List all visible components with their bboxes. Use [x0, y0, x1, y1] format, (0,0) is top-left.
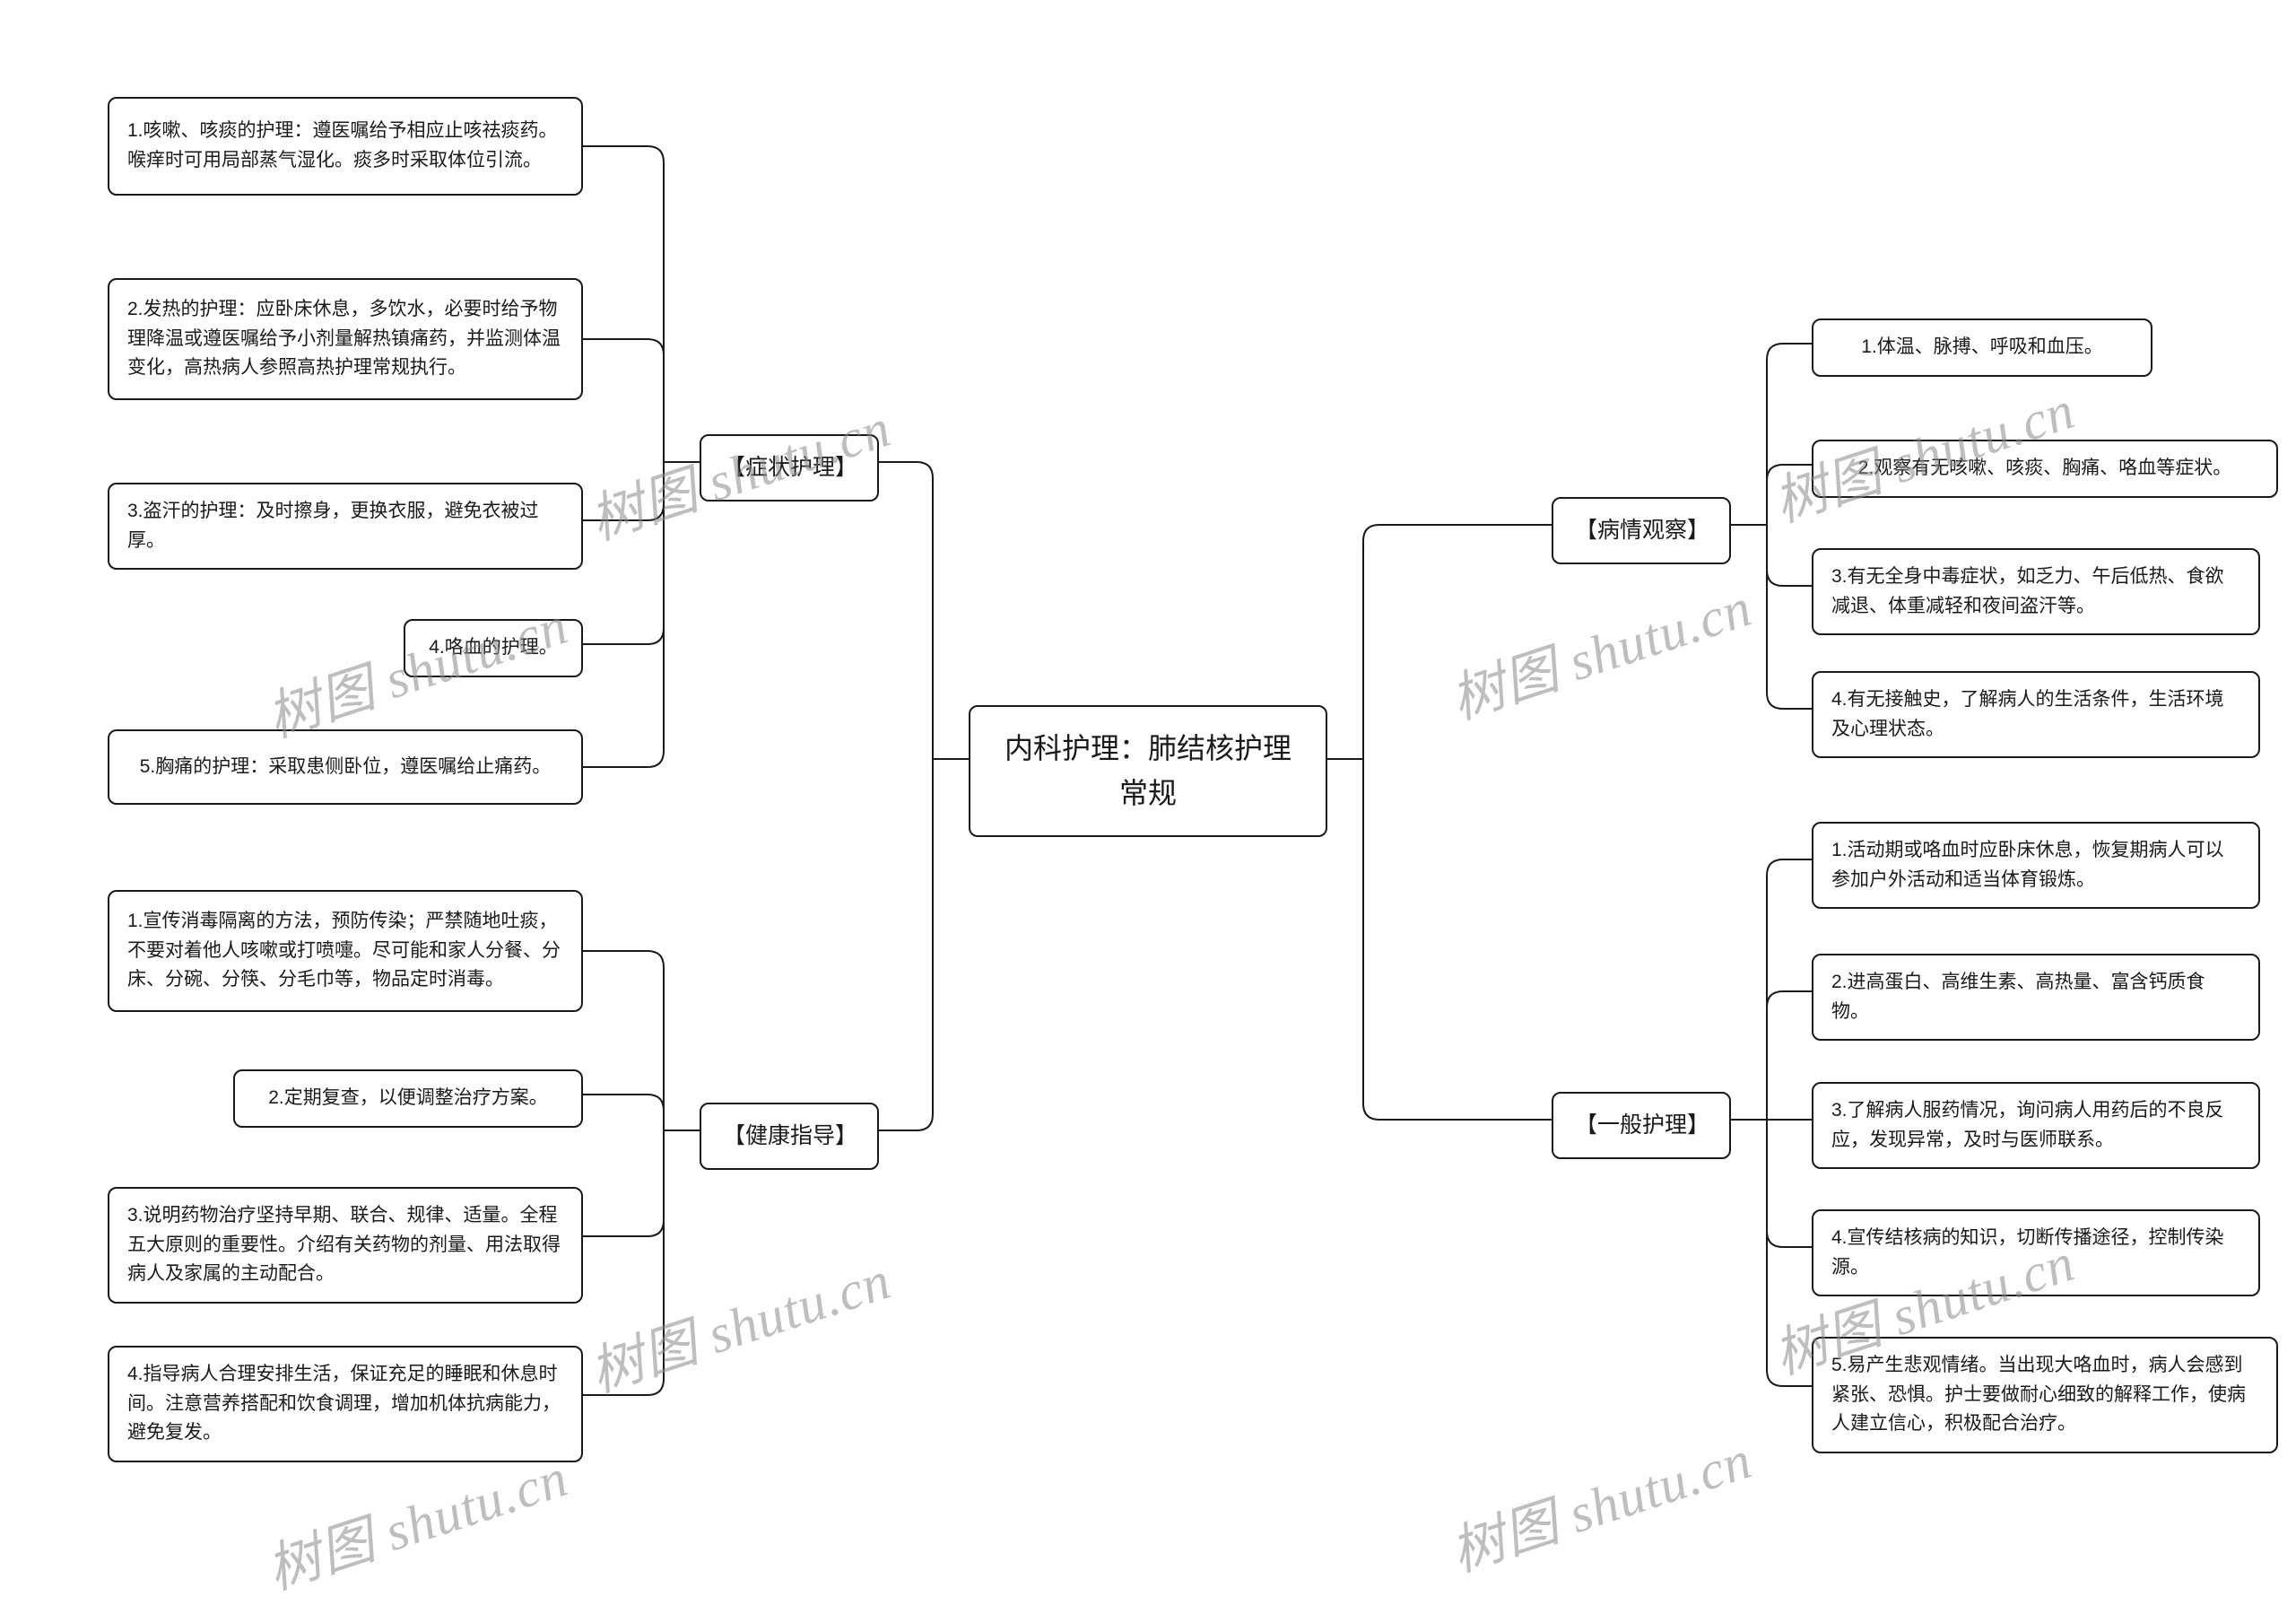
leaf-general-3: 4.宣传结核病的知识，切断传播途径，控制传染源。 — [1812, 1209, 2260, 1296]
leaf-symptom-1: 2.发热的护理：应卧床休息，多饮水，必要时给予物理降温或遵医嘱给予小剂量解热镇痛… — [108, 278, 583, 400]
leaf-observe-1: 2.观察有无咳嗽、咳痰、胸痛、咯血等症状。 — [1812, 440, 2278, 498]
leaf-general-0: 1.活动期或咯血时应卧床休息，恢复期病人可以参加户外活动和适当体育锻炼。 — [1812, 822, 2260, 909]
leaf-guide-0: 1.宣传消毒隔离的方法，预防传染；严禁随地吐痰，不要对着他人咳嗽或打喷嚏。尽可能… — [108, 890, 583, 1012]
root-node: 内科护理：肺结核护理常规 — [969, 705, 1327, 837]
category-guide: 【健康指导】 — [700, 1103, 879, 1170]
leaf-guide-2: 3.说明药物治疗坚持早期、联合、规律、适量。全程五大原则的重要性。介绍有关药物的… — [108, 1187, 583, 1304]
watermark: 树图 shutu.cn — [1439, 563, 1761, 734]
leaf-observe-2: 3.有无全身中毒症状，如乏力、午后低热、食欲减退、体重减轻和夜间盗汗等。 — [1812, 548, 2260, 635]
leaf-general-4: 5.易产生悲观情绪。当出现大咯血时，病人会感到紧张、恐惧。护士要做耐心细致的解释… — [1812, 1337, 2278, 1453]
leaf-general-2: 3.了解病人服药情况，询问病人用药后的不良反应，发现异常，及时与医师联系。 — [1812, 1082, 2260, 1169]
category-general: 【一般护理】 — [1552, 1092, 1731, 1159]
leaf-observe-3: 4.有无接触史，了解病人的生活条件，生活环境及心理状态。 — [1812, 671, 2260, 758]
category-symptom: 【症状护理】 — [700, 434, 879, 502]
leaf-general-1: 2.进高蛋白、高维生素、高热量、富含钙质食物。 — [1812, 954, 2260, 1041]
watermark: 树图 shutu.cn — [1439, 1416, 1761, 1586]
leaf-symptom-2: 3.盗汗的护理：及时擦身，更换衣服，避免衣被过厚。 — [108, 483, 583, 570]
leaf-symptom-3: 4.咯血的护理。 — [404, 619, 583, 677]
category-observe: 【病情观察】 — [1552, 497, 1731, 564]
leaf-guide-1: 2.定期复查，以便调整治疗方案。 — [233, 1069, 583, 1128]
leaf-symptom-4: 5.胸痛的护理：采取患侧卧位，遵医嘱给止痛药。 — [108, 729, 583, 805]
leaf-observe-0: 1.体温、脉搏、呼吸和血压。 — [1812, 318, 2152, 377]
leaf-guide-3: 4.指导病人合理安排生活，保证充足的睡眠和休息时间。注意营养搭配和饮食调理，增加… — [108, 1346, 583, 1462]
watermark: 树图 shutu.cn — [578, 1236, 900, 1407]
leaf-symptom-0: 1.咳嗽、咳痰的护理：遵医嘱给予相应止咳祛痰药。喉痒时可用局部蒸气湿化。痰多时采… — [108, 97, 583, 196]
